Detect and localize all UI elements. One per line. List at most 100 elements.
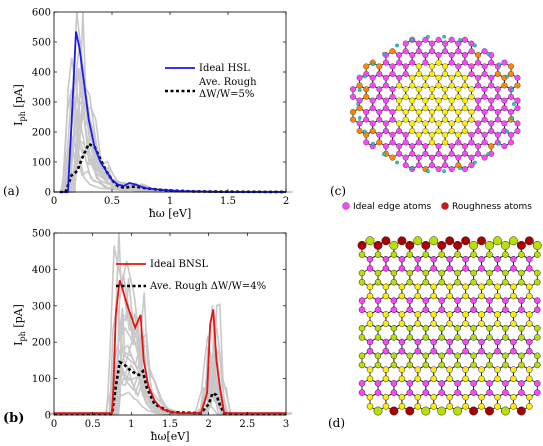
lattice-atom xyxy=(518,389,525,396)
lattice-atom xyxy=(485,406,494,416)
lattice-atom xyxy=(435,150,442,157)
lattice-atom xyxy=(502,352,509,360)
lattice-atom xyxy=(534,352,541,360)
y-tick-label: 400 xyxy=(32,68,51,79)
lattice-atom xyxy=(448,82,455,89)
lattice-atom xyxy=(390,278,398,286)
lattice-atom xyxy=(454,269,461,277)
lattice-atom xyxy=(454,380,461,387)
lattice-atom xyxy=(494,265,501,272)
lattice-atom xyxy=(469,406,479,416)
legend-text-rough-a-1: Ave. Rough xyxy=(198,77,257,88)
lattice-atom xyxy=(374,380,382,387)
lattice-atom xyxy=(435,36,442,43)
lattice-atom xyxy=(454,297,461,304)
lattice-atom xyxy=(453,406,463,416)
lattice-atom xyxy=(389,131,396,138)
lattice-atom xyxy=(448,105,455,112)
lattice-atom xyxy=(510,311,517,318)
lattice-atom xyxy=(435,97,442,104)
lattice-atom xyxy=(382,127,389,134)
lattice-atom xyxy=(390,334,398,341)
lattice-atom xyxy=(470,361,477,369)
lattice-atom xyxy=(389,406,399,416)
lattice-atom xyxy=(481,93,488,100)
lattice-atom xyxy=(502,389,509,396)
lattice-atom xyxy=(494,393,501,401)
lattice-atom xyxy=(406,297,414,304)
lattice-atom xyxy=(398,292,406,300)
lattice-atom xyxy=(514,105,521,112)
lattice-atom xyxy=(526,265,533,272)
rough-sample-line xyxy=(54,364,287,416)
lattice-atom xyxy=(510,403,517,410)
lattice-atom xyxy=(455,70,462,77)
lattice-atom xyxy=(508,93,515,100)
lattice-atom xyxy=(409,150,416,157)
lattice-atom xyxy=(475,105,482,112)
lattice-atom xyxy=(422,143,429,150)
lattice-atom xyxy=(478,311,485,318)
lattice-atom xyxy=(402,116,409,123)
lattice-atom xyxy=(414,403,422,410)
lattice-atom xyxy=(508,131,515,138)
lattice-atom xyxy=(435,105,442,112)
lattice-atom xyxy=(366,320,374,327)
lattice-atom xyxy=(534,361,541,369)
lattice-atom xyxy=(494,311,501,318)
lattice-atom xyxy=(374,334,382,341)
lattice-atom xyxy=(477,236,486,246)
lattice-atom xyxy=(438,380,445,387)
lattice-atom xyxy=(462,265,469,272)
hydrogen-atom xyxy=(473,43,477,48)
lattice-atom xyxy=(510,393,517,401)
lattice-atom xyxy=(435,143,442,150)
lattice-atom xyxy=(422,52,429,59)
lattice-atom xyxy=(508,63,515,70)
lattice-atom xyxy=(508,139,515,146)
lattice-atom xyxy=(518,334,525,341)
lattice-atom xyxy=(422,380,430,387)
lattice-atom xyxy=(470,389,477,396)
lattice-atom xyxy=(398,311,406,318)
lattice-atom xyxy=(481,70,488,77)
legend-text-rough-b: Ave. Rough ΔW/W=4% xyxy=(149,281,266,292)
lattice-atom xyxy=(468,86,475,93)
y-tick-label: 600 xyxy=(32,8,51,19)
lattice-atom xyxy=(376,93,383,100)
lattice-atom xyxy=(415,40,422,47)
lattice-atom xyxy=(430,255,437,263)
rough-sample-line xyxy=(56,307,289,416)
lattice-atom xyxy=(478,366,485,373)
lattice-atom xyxy=(376,108,383,115)
lattice-atom xyxy=(502,278,509,286)
lattice-atom xyxy=(396,74,403,81)
lattice-atom xyxy=(446,338,453,346)
y-tick-label: 0 xyxy=(45,411,51,422)
lattice-atom xyxy=(470,352,477,360)
lattice-atom xyxy=(442,108,449,115)
lattice-atom xyxy=(486,380,493,387)
lattice-atom xyxy=(454,334,461,341)
lattice-atom xyxy=(366,375,374,383)
lattice-atom xyxy=(382,311,390,318)
lattice-atom xyxy=(363,93,370,100)
lattice-atom xyxy=(422,251,430,258)
lattice-atom xyxy=(415,154,422,161)
lattice-atom xyxy=(396,82,403,89)
lattice-atom xyxy=(494,338,501,346)
lattice-atom xyxy=(478,320,485,327)
lattice-atom xyxy=(475,150,482,157)
lattice-atom xyxy=(382,143,389,150)
lattice-atom xyxy=(376,139,383,146)
lattice-atom xyxy=(438,269,445,277)
lattice-atom xyxy=(462,347,469,355)
lattice-atom xyxy=(501,120,508,127)
lattice-atom xyxy=(502,324,509,332)
ideal-atom-label: Ideal edge atoms xyxy=(353,202,431,212)
lattice-atom xyxy=(442,162,449,169)
lattice-atom xyxy=(508,70,515,77)
hydrogen-atom xyxy=(458,37,462,42)
lattice-atom xyxy=(366,311,374,318)
lattice-atom xyxy=(470,380,477,387)
